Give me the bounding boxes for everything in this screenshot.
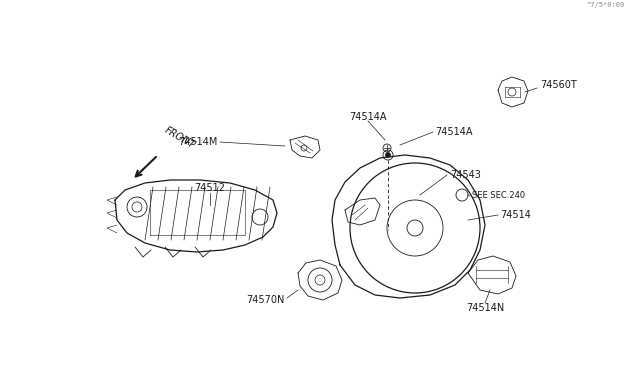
Circle shape xyxy=(385,153,390,157)
Text: ^7/5*0:09: ^7/5*0:09 xyxy=(587,2,625,8)
Text: 74543: 74543 xyxy=(450,170,481,180)
Text: 74514M: 74514M xyxy=(179,137,218,147)
Text: 74570N: 74570N xyxy=(246,295,285,305)
Text: 74512: 74512 xyxy=(195,183,225,193)
Text: SEE SEC.240: SEE SEC.240 xyxy=(472,192,525,201)
Text: 74514N: 74514N xyxy=(466,303,504,313)
Text: 74514A: 74514A xyxy=(435,127,472,137)
Text: 74514A: 74514A xyxy=(349,112,387,122)
Text: 74560T: 74560T xyxy=(540,80,577,90)
Text: FRONT: FRONT xyxy=(163,125,196,150)
Text: 74514: 74514 xyxy=(500,210,531,220)
